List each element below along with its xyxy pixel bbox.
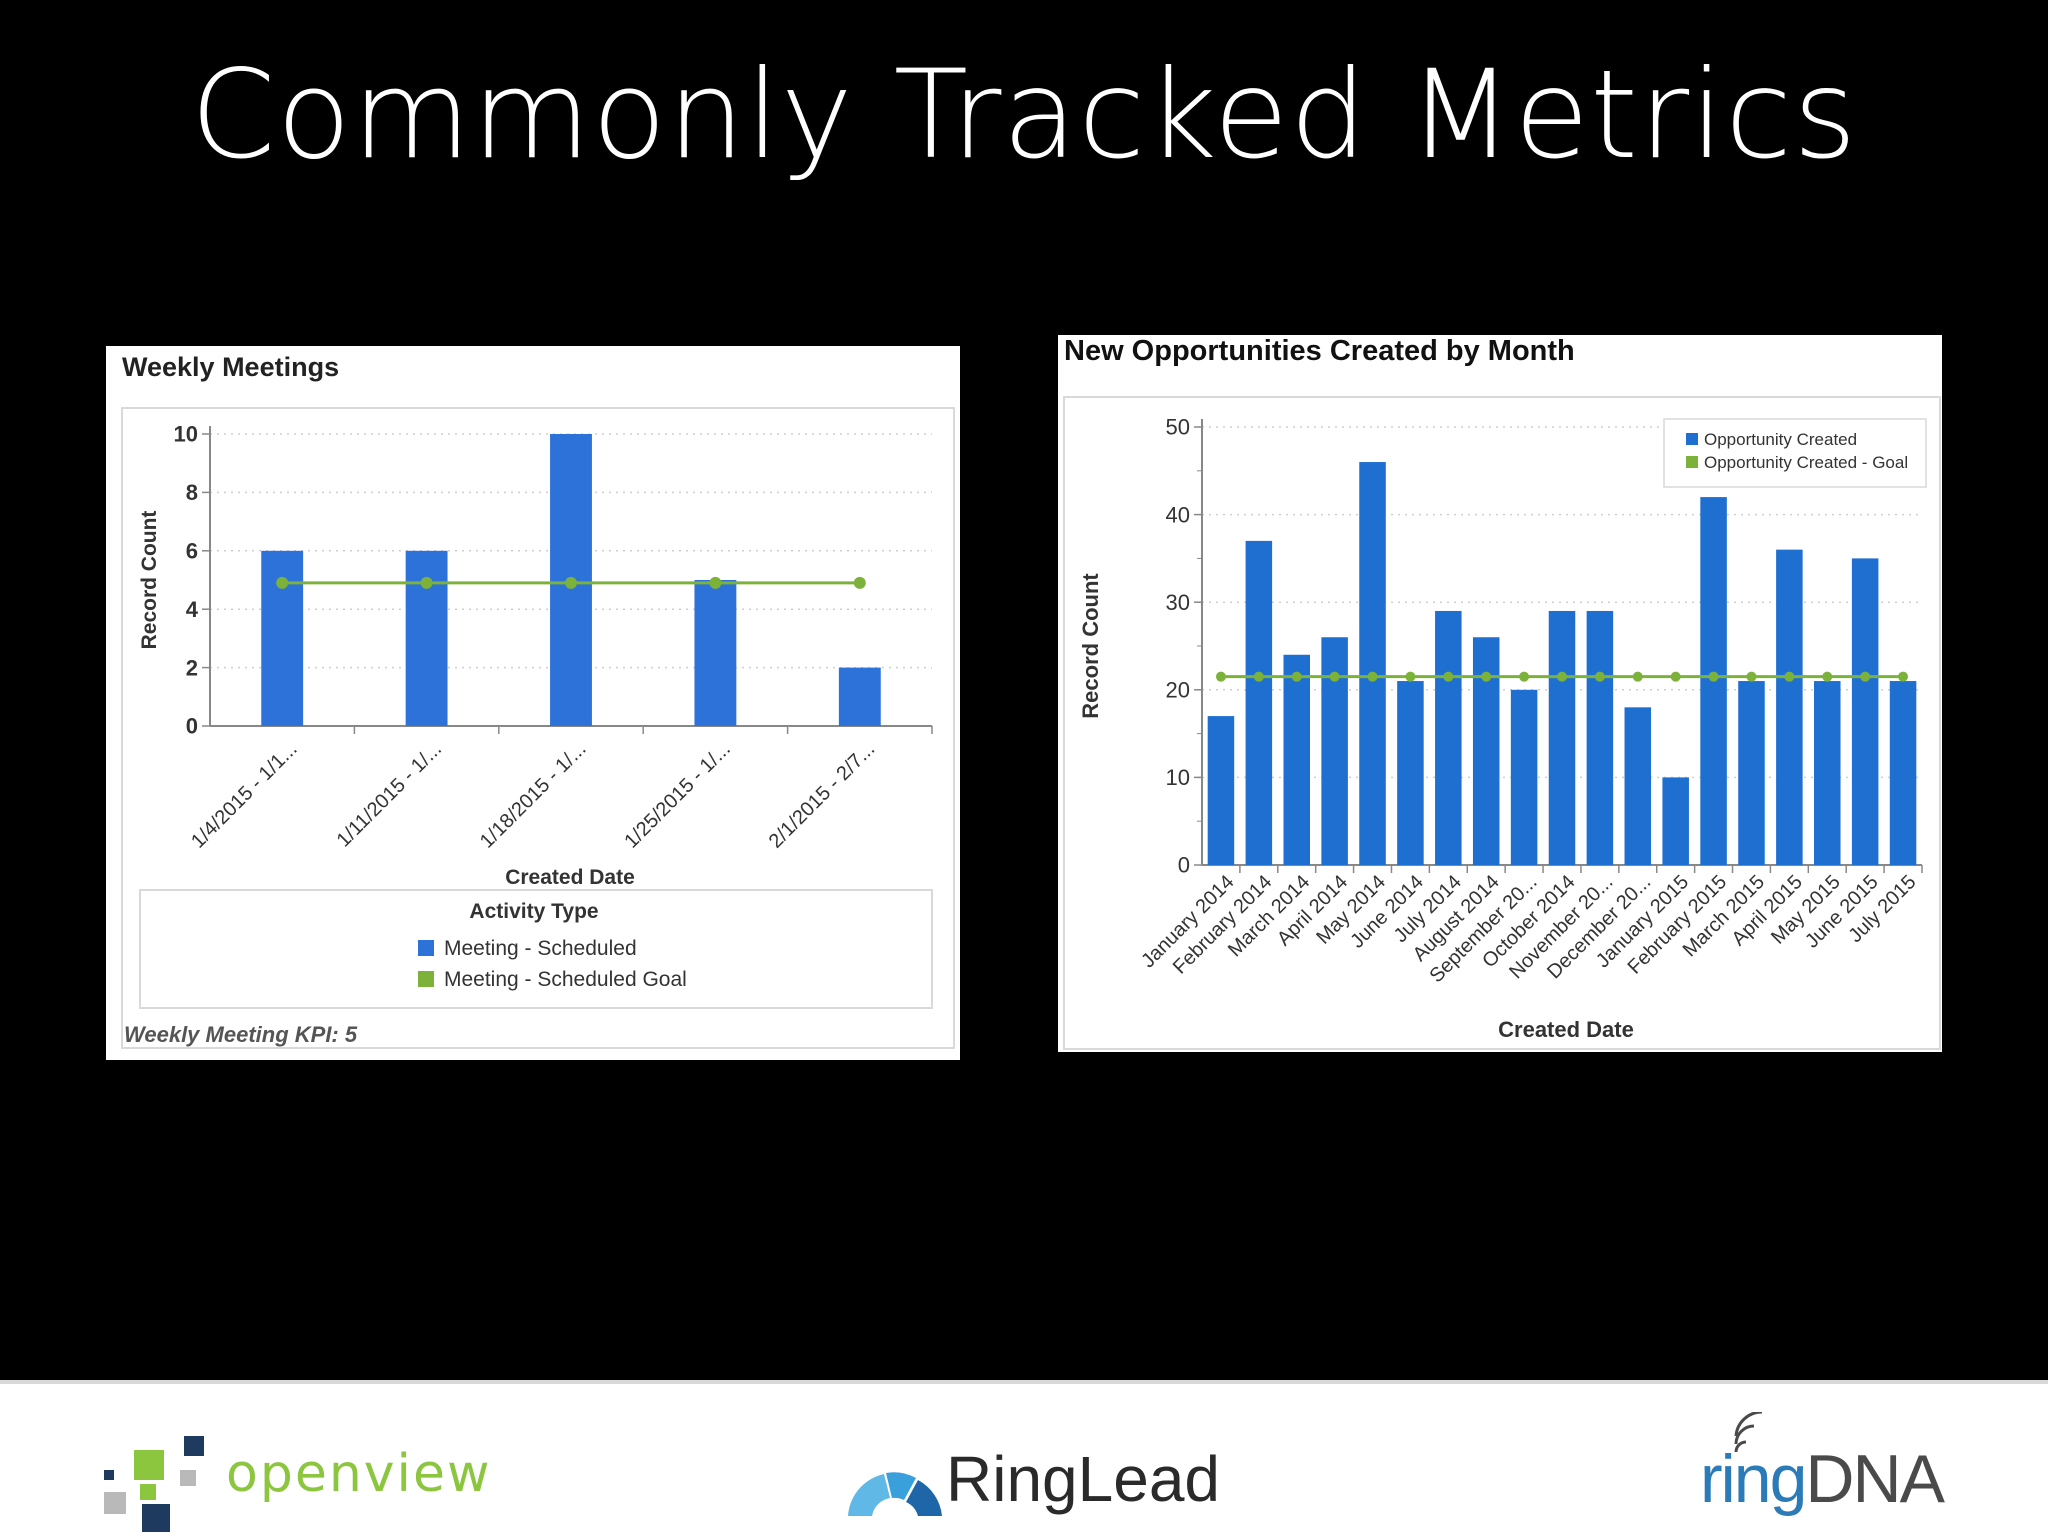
ringdna-logo: ringDNA — [1700, 1412, 2000, 1532]
openview-logo: openview — [104, 1436, 490, 1536]
y-tick-label: 50 — [1166, 415, 1190, 440]
goal-point — [565, 576, 577, 589]
footer-logo-bar: openview RingLead ringDNA — [0, 1380, 2048, 1540]
ringdna-dna-text: DNA — [1805, 1441, 1945, 1517]
bar — [1472, 637, 1500, 865]
bar — [1510, 689, 1538, 865]
y-tick-label: 10 — [174, 422, 198, 447]
goal-point — [276, 576, 289, 589]
goal-point — [853, 576, 866, 589]
goal-point — [420, 576, 433, 589]
legend-swatch-goal — [1686, 456, 1698, 468]
goal-point — [1519, 671, 1530, 682]
chart-frame — [1063, 396, 1941, 1050]
goal-point — [709, 576, 722, 589]
goal-point — [1291, 671, 1302, 682]
y-tick-label: 4 — [186, 597, 199, 622]
goal-point — [1860, 671, 1871, 682]
x-tick-label: 1/4/2015 - 1/1... — [187, 738, 302, 853]
slide-title: Commonly Tracked Metrics — [190, 44, 1858, 186]
bar — [1738, 681, 1765, 865]
x-tick-label: 1/11/2015 - 1/... — [333, 738, 447, 852]
bar — [1245, 540, 1273, 865]
new-opportunities-panel: New Opportunities Created by Month 0 10 20… — [1058, 335, 1942, 1052]
x-tick-label: 1/25/2015 - 1/... — [620, 738, 735, 853]
legend-swatch-bar — [418, 940, 434, 956]
weekly-meetings-chart: 0 2 4 6 8 10 1/4/2015 - 1/1... 1/11/2015 - 1/..… — [121, 407, 955, 1049]
goal-point — [1822, 671, 1833, 682]
legend-title: Activity Type — [469, 900, 598, 923]
y-tick-label: 8 — [186, 480, 198, 505]
y-tick-label: 20 — [1166, 678, 1190, 703]
goal-point — [1405, 671, 1416, 682]
x-tick-label: 1/18/2015 - 1/... — [476, 738, 591, 853]
legend-label: Meeting - Scheduled Goal — [444, 968, 687, 991]
goal-point — [1898, 671, 1909, 682]
y-tick-label: 40 — [1166, 502, 1190, 527]
bar — [1435, 610, 1462, 865]
weekly-meetings-title: Weekly Meetings — [122, 352, 340, 382]
bar — [1548, 610, 1576, 865]
goal-point — [1215, 671, 1226, 682]
legend-label: Meeting - Scheduled — [444, 937, 637, 960]
goal-point — [1708, 671, 1719, 682]
x-tick-label: 2/1/2015 - 2/7... — [765, 738, 880, 853]
ringdna-wordmark: ringDNA — [1700, 1440, 1945, 1518]
bar — [1397, 681, 1424, 865]
goal-point — [1481, 671, 1492, 682]
bar — [1321, 637, 1348, 865]
y-axis-title: Record Count — [138, 511, 161, 650]
goal-point — [1784, 671, 1795, 682]
bar — [1207, 716, 1235, 865]
goal-point — [1367, 671, 1378, 682]
goal-point — [1594, 671, 1605, 682]
signal-waves-icon — [1734, 1412, 1763, 1453]
x-axis-title: Created Date — [1498, 1017, 1634, 1042]
goal-point — [1329, 671, 1340, 682]
bar — [1776, 549, 1803, 865]
ringlead-logo: RingLead — [846, 1440, 1220, 1530]
bar — [1586, 610, 1614, 865]
y-tick-label: 6 — [186, 539, 198, 564]
weekly-meeting-kpi-note: Weekly Meeting KPI: 5 — [124, 1022, 358, 1047]
legend-box — [139, 889, 933, 1009]
y-tick-label: 30 — [1166, 590, 1190, 615]
goal-point — [1253, 671, 1264, 682]
bar — [1359, 462, 1386, 865]
goal-point — [1632, 671, 1643, 682]
bar — [1851, 558, 1879, 865]
bar — [1662, 777, 1689, 865]
goal-point — [1557, 671, 1567, 682]
openview-wordmark: openview — [226, 1444, 492, 1504]
chart-frame — [121, 407, 955, 1049]
legend-label: Opportunity Created — [1704, 430, 1857, 449]
x-axis-title: Created Date — [505, 866, 635, 889]
y-tick-label: 0 — [186, 714, 198, 739]
legend-swatch-goal — [418, 971, 434, 987]
bar — [1624, 707, 1652, 865]
bar — [838, 667, 881, 726]
bar — [694, 580, 737, 726]
goal-point — [1670, 671, 1681, 682]
y-axis-title: Record Count — [1078, 573, 1103, 719]
legend-swatch-bar — [1686, 433, 1698, 445]
legend-label: Opportunity Created - Goal — [1704, 453, 1908, 472]
y-tick-label: 2 — [186, 655, 198, 680]
ringlead-wordmark: RingLead — [946, 1443, 1220, 1515]
legend-box — [1663, 418, 1927, 488]
ringlead-gauge-icon — [848, 1472, 942, 1516]
goal-point — [1443, 671, 1454, 682]
bar — [1889, 681, 1917, 865]
y-tick-label: 0 — [1178, 853, 1190, 878]
weekly-meetings-panel: Weekly Meetings 0 2 4 6 8 10 1/4/2015 - 1/1...… — [106, 346, 960, 1060]
ringdna-ring-text: ring — [1700, 1441, 1807, 1517]
bar — [1283, 654, 1310, 865]
bar — [1814, 681, 1841, 865]
goal-point — [1746, 671, 1757, 682]
y-tick-label: 10 — [1166, 765, 1190, 790]
new-opportunities-title: New Opportunities Created by Month — [1064, 335, 1575, 367]
openview-mark-icon — [104, 1436, 204, 1532]
